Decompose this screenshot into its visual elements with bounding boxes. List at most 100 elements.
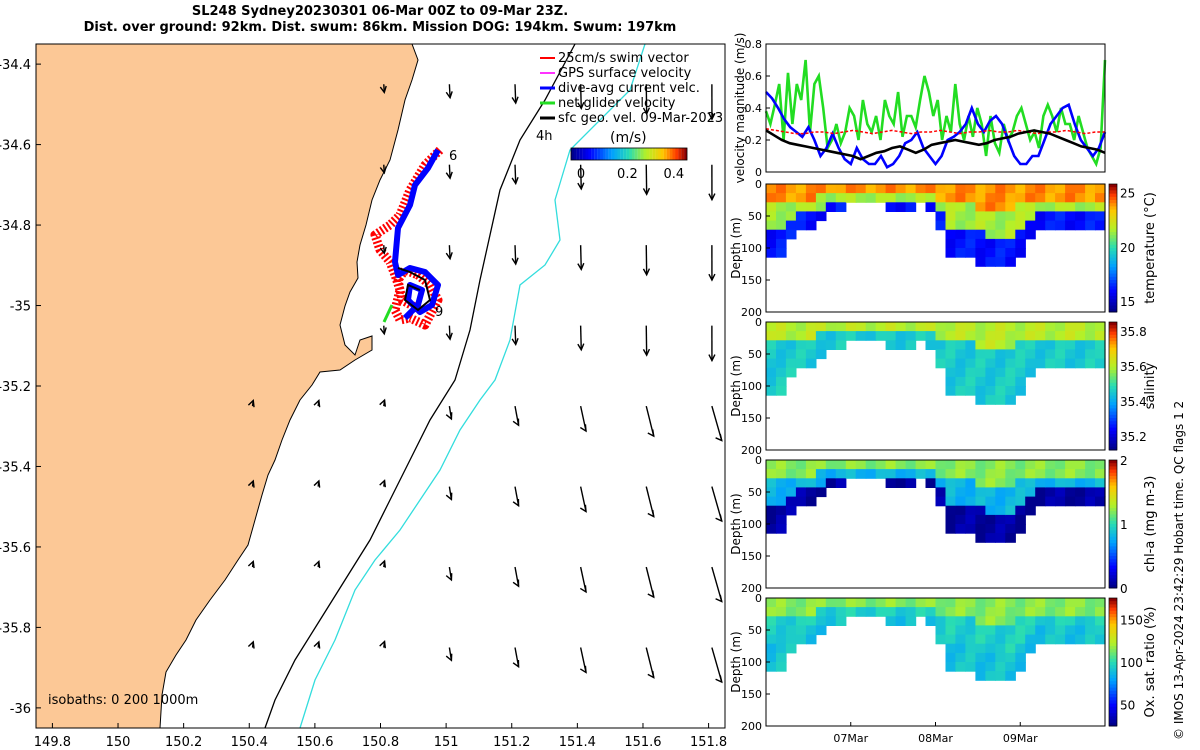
section-cell — [1005, 533, 1016, 543]
map-xtick-label: 151.6 — [624, 735, 661, 750]
section-cell — [1005, 460, 1016, 470]
section-cell — [895, 607, 907, 617]
colorbar-cell — [1109, 713, 1117, 717]
section-cell — [785, 616, 797, 626]
section-cell — [975, 322, 986, 332]
speed-colorbar-cell — [640, 148, 644, 160]
section-cell — [985, 376, 996, 387]
section-cell — [776, 376, 787, 387]
colorbar-cell — [1109, 562, 1117, 567]
geostrophic-arrow-head — [512, 418, 520, 427]
section-cell — [815, 625, 827, 636]
section-cell — [905, 616, 917, 626]
colorbar-cell — [1109, 697, 1117, 701]
section-cell — [1085, 211, 1096, 222]
geostrophic-arrow — [448, 84, 451, 98]
colorbar-cell — [1109, 546, 1117, 551]
section-cell — [955, 211, 966, 222]
colorbar-cell — [1109, 430, 1117, 435]
colorbar-cell — [1109, 520, 1117, 525]
colorbar-cell — [1109, 533, 1117, 538]
section-cell — [1095, 634, 1106, 645]
track-day-label-end: 9 — [435, 305, 443, 320]
section-cell — [955, 340, 966, 350]
section-cell — [815, 349, 827, 360]
colorbar-cell — [1109, 386, 1117, 390]
isobath-200m — [264, 43, 576, 729]
interval-label: 4h — [536, 129, 553, 144]
geostrophic-arrow — [448, 245, 451, 259]
colorbar-cell — [1109, 479, 1117, 483]
legend-entry: net glider velocity — [558, 96, 676, 111]
section-cell — [945, 616, 957, 626]
section-cell — [945, 662, 957, 672]
section-cell — [1065, 340, 1076, 350]
colorbar-tick-label: 150 — [1120, 613, 1143, 627]
section-ylabel: Depth (m) — [729, 355, 743, 416]
section-cell — [945, 220, 957, 231]
section-cell — [995, 671, 1006, 681]
speed-colorbar-tick: 0.2 — [617, 167, 638, 182]
colorbar-cell — [1109, 257, 1117, 262]
colorbar-cell — [1109, 328, 1117, 333]
section-cell — [965, 202, 976, 212]
chart-title-line2: Dist. over ground: 92km. Dist. swum: 86k… — [83, 20, 677, 35]
section-cell — [995, 202, 1006, 212]
section-cell — [965, 469, 976, 479]
colorbar-cell — [1109, 719, 1117, 724]
geostrophic-arrow-head — [511, 177, 519, 186]
geostrophic-arrow-head — [445, 573, 453, 582]
colorbar-tick-label: 100 — [1120, 656, 1143, 670]
section-cell — [795, 349, 807, 360]
section-cell — [985, 322, 996, 332]
map-ytick-label: -35.8 — [0, 621, 31, 636]
speed-colorbar-cell — [582, 148, 586, 160]
section-cell — [855, 598, 867, 608]
colorbar-cell — [1109, 655, 1117, 660]
section-cell — [835, 598, 847, 608]
colorbar-cell — [1109, 482, 1117, 487]
geostrophic-arrow — [579, 245, 582, 270]
section-cell — [1075, 634, 1086, 645]
geostrophic-arrow-head — [445, 91, 453, 100]
section-cell — [945, 496, 957, 507]
section-cell — [805, 349, 817, 360]
section-cell — [915, 331, 927, 341]
section-cell — [825, 598, 837, 608]
colorbar-cell — [1109, 687, 1117, 692]
section-cell — [1015, 331, 1026, 341]
section-cell — [805, 211, 817, 222]
section-cell — [805, 322, 817, 332]
section-cell — [1015, 211, 1026, 222]
section-cell — [1005, 524, 1016, 534]
section-cell — [1055, 322, 1066, 332]
section-cell — [776, 367, 787, 378]
section-cell — [985, 607, 996, 617]
section-cell — [885, 340, 897, 350]
geostrophic-arrow-head — [313, 559, 321, 569]
section-cell — [955, 220, 966, 231]
velocity-series-line — [764, 59, 1107, 168]
colorbar-cell — [1109, 254, 1117, 259]
map-xtick-label: 151.2 — [493, 735, 530, 750]
section-cell — [825, 340, 837, 350]
section-cell — [925, 607, 937, 617]
geostrophic-arrow-head — [313, 399, 321, 408]
section-cell — [1055, 349, 1066, 360]
section-cell — [1005, 202, 1016, 212]
section-cell — [1005, 478, 1016, 488]
section-cell — [1085, 598, 1096, 608]
section-cell — [1015, 496, 1026, 507]
section-cell — [1035, 478, 1046, 488]
section-cell — [955, 487, 966, 498]
section-cell — [1025, 634, 1036, 645]
section-cell — [1085, 487, 1096, 498]
section-cell — [1005, 625, 1016, 636]
section-cell — [995, 229, 1006, 240]
section-cell — [1055, 358, 1066, 369]
colorbar-cell — [1109, 511, 1117, 515]
colorbar-tick-label: 2 — [1120, 454, 1128, 468]
section-cell — [985, 257, 996, 267]
section-cell — [985, 220, 996, 231]
